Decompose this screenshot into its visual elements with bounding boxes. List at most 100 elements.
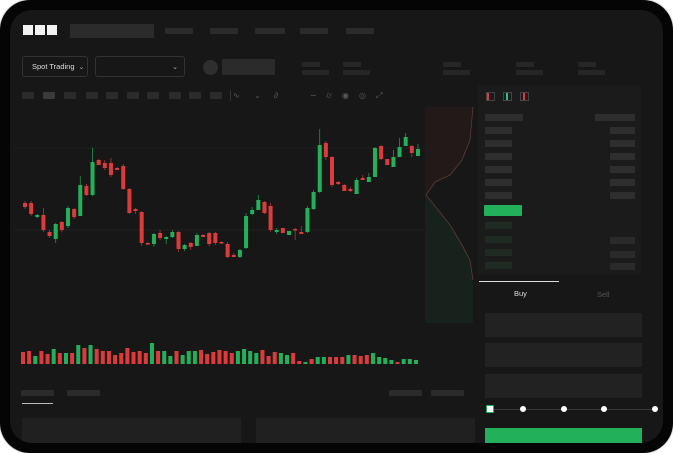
orderbook-sell-icon[interactable]: [520, 92, 529, 101]
candle[interactable]: [207, 233, 212, 244]
total-input[interactable]: [485, 374, 642, 398]
timeframe-button[interactable]: [22, 92, 34, 99]
candle[interactable]: [182, 245, 187, 249]
candle[interactable]: [164, 237, 169, 239]
fullscreen-icon[interactable]: ⤢: [376, 91, 383, 100]
candle[interactable]: [403, 137, 408, 146]
candle[interactable]: [262, 202, 267, 213]
camera-icon[interactable]: ◉: [342, 91, 349, 100]
candle[interactable]: [158, 233, 163, 238]
slider-handle[interactable]: [486, 405, 494, 413]
candle[interactable]: [96, 160, 101, 165]
slider-step-75[interactable]: [601, 406, 607, 412]
nav-item[interactable]: [210, 28, 238, 34]
candle[interactable]: [397, 147, 402, 157]
search-bar[interactable]: [70, 24, 154, 38]
candle[interactable]: [409, 146, 414, 153]
slider-step-25[interactable]: [520, 406, 526, 412]
candle[interactable]: [231, 255, 236, 257]
candle[interactable]: [115, 168, 120, 170]
candle[interactable]: [268, 206, 273, 230]
candle[interactable]: [65, 208, 70, 226]
nav-item[interactable]: [165, 28, 193, 34]
candle[interactable]: [102, 163, 107, 168]
text-icon[interactable]: ∂: [274, 91, 278, 100]
timeframe-button[interactable]: [127, 92, 139, 99]
candle[interactable]: [379, 146, 384, 159]
candle[interactable]: [151, 234, 156, 244]
timeframe-button[interactable]: [106, 92, 118, 99]
candle[interactable]: [293, 229, 298, 231]
candle[interactable]: [47, 232, 52, 236]
spot-trading-button[interactable]: Spot Trading ⌄: [22, 56, 88, 77]
filter-button[interactable]: [431, 390, 464, 396]
pair-selector[interactable]: ⌄: [95, 56, 185, 77]
candle[interactable]: [274, 230, 279, 232]
timeframe-button[interactable]: [169, 92, 181, 99]
candle[interactable]: [29, 203, 34, 214]
candle[interactable]: [41, 215, 46, 230]
candle[interactable]: [121, 166, 126, 189]
candle[interactable]: [108, 163, 113, 175]
candle[interactable]: [305, 208, 310, 232]
price-chart[interactable]: [10, 10, 663, 443]
timeframe-button[interactable]: [43, 92, 55, 99]
candle[interactable]: [244, 216, 249, 248]
candle[interactable]: [237, 250, 242, 257]
wave-icon[interactable]: ∼: [310, 91, 317, 100]
candle[interactable]: [385, 159, 390, 165]
timeframe-button[interactable]: [147, 92, 159, 99]
amount-input[interactable]: [485, 343, 642, 367]
candle[interactable]: [280, 228, 285, 233]
candle[interactable]: [78, 185, 83, 216]
okx-logo[interactable]: [23, 25, 57, 35]
candle[interactable]: [348, 189, 353, 191]
tab-open-orders[interactable]: [21, 390, 54, 396]
amount-slider[interactable]: [490, 409, 655, 410]
candle[interactable]: [256, 200, 261, 210]
timeframe-button[interactable]: [210, 92, 222, 99]
candle[interactable]: [219, 242, 224, 244]
candle[interactable]: [53, 224, 58, 239]
sell-tab[interactable]: Sell: [597, 290, 610, 299]
candle[interactable]: [145, 243, 150, 245]
price-input[interactable]: [485, 313, 642, 337]
candle[interactable]: [342, 185, 347, 191]
slider-step-50[interactable]: [561, 406, 567, 412]
candle[interactable]: [170, 232, 175, 237]
indicator-icon[interactable]: ∿: [233, 91, 240, 100]
candle[interactable]: [225, 244, 230, 257]
candle[interactable]: [90, 162, 95, 195]
filter-button[interactable]: [389, 390, 422, 396]
ruler-icon[interactable]: ⌭: [326, 91, 332, 100]
candle[interactable]: [133, 209, 138, 211]
candle[interactable]: [330, 157, 334, 185]
nav-item[interactable]: [255, 28, 285, 34]
candle[interactable]: [366, 177, 371, 182]
timeframe-button[interactable]: [86, 92, 98, 99]
candle[interactable]: [213, 233, 218, 243]
candle[interactable]: [415, 149, 420, 156]
orderbook-buy-icon[interactable]: [503, 92, 512, 101]
nav-item[interactable]: [346, 28, 374, 34]
candle[interactable]: [250, 210, 255, 214]
candle[interactable]: [201, 235, 206, 237]
candle[interactable]: [72, 209, 77, 217]
candle[interactable]: [323, 143, 328, 157]
candle[interactable]: [336, 182, 341, 184]
candle[interactable]: [176, 232, 181, 249]
candle[interactable]: [287, 231, 292, 235]
candle[interactable]: [317, 145, 322, 192]
candle[interactable]: [84, 186, 89, 195]
timeframe-button[interactable]: [64, 92, 76, 99]
candle[interactable]: [139, 212, 144, 243]
candle[interactable]: [23, 203, 27, 207]
buy-button[interactable]: [485, 428, 642, 443]
line-icon[interactable]: ⌄: [254, 91, 261, 100]
candle[interactable]: [311, 192, 316, 209]
candle[interactable]: [354, 180, 359, 194]
candle[interactable]: [299, 232, 304, 234]
candle[interactable]: [391, 157, 396, 167]
slider-step-100[interactable]: [652, 406, 658, 412]
buy-tab[interactable]: Buy: [514, 289, 527, 298]
